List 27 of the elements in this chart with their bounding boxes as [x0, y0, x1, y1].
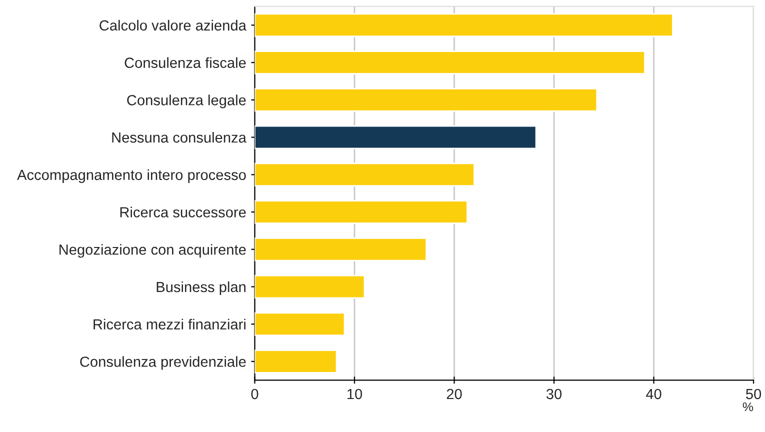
- y-tick-label: Ricerca mezzi finanziari: [94, 318, 246, 330]
- x-axis-title: %: [742, 402, 754, 412]
- bar: [254, 312, 346, 336]
- y-tick-label: Consulenza previdenziale: [80, 356, 246, 370]
- bar: [254, 274, 366, 299]
- y-tick-label: Ricerca successore: [120, 206, 246, 218]
- y-tick-label: Business plan: [156, 281, 246, 296]
- bar: [254, 88, 598, 112]
- y-tick-label: Calcolo valore azienda: [100, 20, 246, 31]
- y-tick-label: Consulenza fiscale: [124, 57, 246, 68]
- bar: [254, 350, 338, 374]
- bar: [254, 237, 428, 262]
- x-tick-label: 40: [646, 388, 662, 400]
- bar: [254, 50, 646, 74]
- y-tick-label: Negoziazione con acquirente: [60, 244, 246, 258]
- x-tick-label: 30: [546, 388, 562, 400]
- x-tick-label: 50: [746, 388, 762, 400]
- x-tick-label: 20: [446, 388, 462, 400]
- y-tick-label: Consulenza legale: [127, 94, 246, 108]
- bar: [254, 200, 468, 224]
- bar: [254, 125, 537, 150]
- x-tick-label: 10: [348, 388, 362, 400]
- y-tick-label: Accompagnamento intero processo: [17, 169, 246, 183]
- bar: [254, 162, 475, 187]
- x-tick-label: 0: [251, 388, 258, 400]
- bar: [254, 13, 674, 38]
- y-tick-label: Nessuna consulenza: [112, 132, 246, 143]
